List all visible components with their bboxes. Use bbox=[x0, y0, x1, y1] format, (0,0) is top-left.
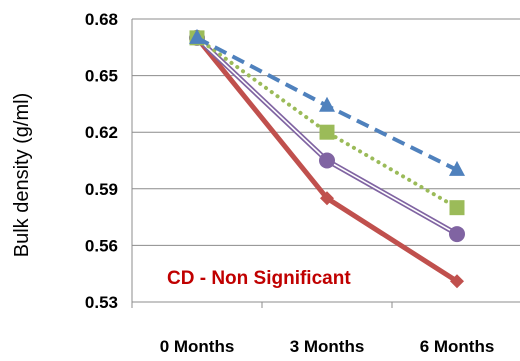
series-triangle bbox=[189, 28, 465, 176]
data-point-diamond bbox=[320, 191, 334, 206]
y-tick-labels: 0.53 0.56 0.59 0.62 0.65 0.68 bbox=[85, 10, 118, 312]
series-square bbox=[189, 30, 465, 216]
x-tick-label: 6 Months bbox=[420, 337, 495, 356]
y-tick-label: 0.59 bbox=[85, 180, 118, 199]
x-tick-label: 0 Months bbox=[160, 337, 235, 356]
y-tick-label: 0.68 bbox=[85, 10, 118, 29]
data-point-triangle bbox=[189, 28, 205, 44]
axes bbox=[131, 19, 520, 308]
y-tick-label: 0.65 bbox=[85, 67, 118, 86]
data-point-diamond bbox=[450, 274, 464, 289]
data-point-triangle bbox=[319, 96, 335, 112]
data-point-circle bbox=[319, 152, 335, 169]
data-point-circle bbox=[449, 226, 465, 243]
y-axis-label: Bulk density (g/ml) bbox=[11, 93, 33, 258]
x-tick-label: 3 Months bbox=[290, 337, 365, 356]
data-point-square bbox=[449, 200, 465, 216]
x-tick-labels: 0 Months 3 Months 6 Months bbox=[160, 337, 495, 356]
y-tick-label: 0.56 bbox=[85, 236, 118, 255]
series-line bbox=[195, 35, 459, 210]
data-point-square bbox=[319, 124, 335, 140]
significance-annotation: CD - Non Significant bbox=[167, 268, 351, 289]
data-point-triangle bbox=[449, 160, 465, 176]
y-tick-label: 0.62 bbox=[85, 123, 118, 142]
series-lines bbox=[189, 28, 465, 289]
y-tick-label: 0.53 bbox=[85, 293, 118, 312]
